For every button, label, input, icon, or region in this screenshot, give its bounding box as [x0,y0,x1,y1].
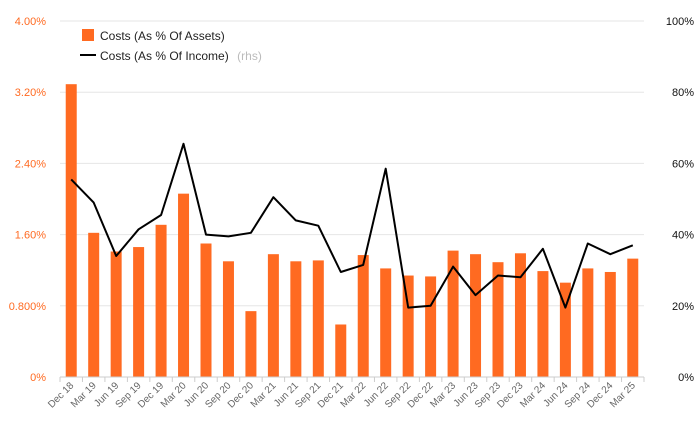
left-axis-ticks: 0% 0.800% 1.60% 2.40% 3.20% 4.00% [9,16,47,384]
axes [59,376,645,382]
line-path [70,142,634,309]
legend-label-bar: Costs (As % Of Assets) [100,29,225,43]
x-tick-label-5: Mar 20 [159,380,189,410]
bar-18 [470,254,482,377]
right-tick-label-3: 60% [672,158,694,170]
left-tick-label-2: 1.60% [15,230,46,242]
legend-label-line: Costs (As % Of Income) [100,49,229,63]
bar-21 [537,271,549,377]
right-tick-label-1: 20% [672,301,694,313]
right-tick-label-2: 40% [672,230,694,242]
right-tick-label-4: 80% [672,87,694,99]
x-tick-label-13: Mar 22 [339,380,369,410]
left-tick-label-3: 2.40% [15,158,46,170]
left-tick-label-4: 3.20% [15,87,46,99]
bar-10 [290,261,302,377]
legend-label-line-suffix: (rhs) [237,49,262,63]
bar-7 [222,261,234,377]
legend: Costs (As % Of Assets) Costs (As % Of In… [80,29,262,64]
bar-20 [514,253,526,377]
bar-6 [200,243,212,377]
x-tick-label-25: Mar 25 [608,380,638,410]
right-tick-label-5: 100% [666,16,694,28]
bar-17 [447,250,459,377]
right-axis-ticks: 0% 20% 40% 60% 80% 100% [666,16,694,384]
bar-4 [155,224,167,377]
line-series [70,142,634,309]
bar-19 [492,262,504,377]
bar-11 [312,260,324,377]
bar-0 [65,84,77,377]
left-tick-label-5: 4.00% [15,16,46,28]
right-tick-label-0: 0% [678,372,694,384]
bar-12 [335,324,347,377]
bar-13 [357,255,369,377]
legend-swatch-bar [82,29,94,41]
bar-24 [604,271,616,377]
x-tick-label-21: Mar 24 [518,380,548,410]
bar-3 [133,247,145,377]
bar-5 [178,193,190,377]
x-tick-label-17: Mar 23 [428,380,458,410]
x-tick-label-9: Mar 21 [249,380,279,410]
bar-8 [245,311,257,377]
bar-14 [380,268,392,377]
left-tick-label-0: 0% [30,372,46,384]
bar-22 [559,282,571,377]
bar-2 [110,251,122,377]
gridlines [60,20,644,307]
legend-label-line-wrapper: Costs (As % Of Income) (rhs) [100,47,262,64]
bar-9 [267,254,279,377]
left-tick-label-1: 0.800% [9,301,47,313]
bar-23 [582,268,594,377]
bar-1 [88,232,100,377]
x-tick-label-1: Mar 19 [69,380,99,410]
bar-16 [425,276,437,377]
bar-series [65,84,639,377]
bar-15 [402,275,414,377]
bar-25 [627,258,639,377]
